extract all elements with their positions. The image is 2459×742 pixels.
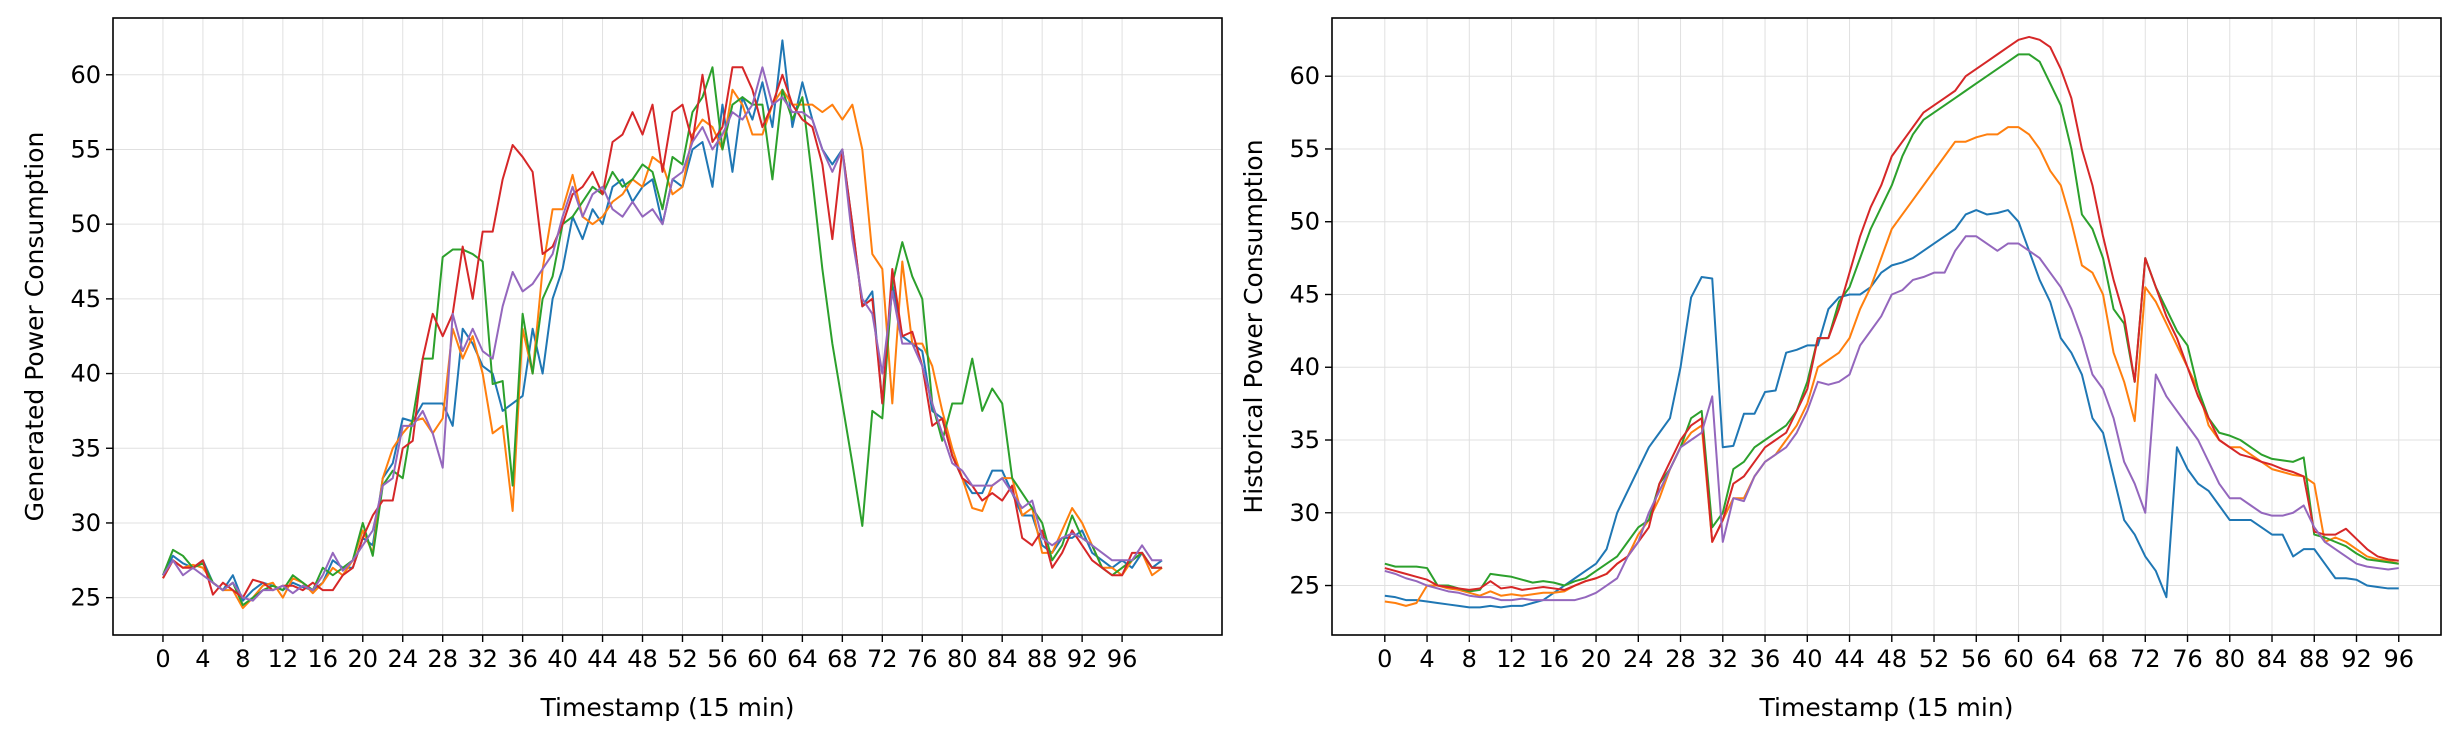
left-y-axis-label: Generated Power Consumption: [20, 132, 49, 522]
left-x-tick-label: 60: [747, 645, 778, 673]
right-x-tick-label: 24: [1623, 645, 1654, 673]
right-x-tick-label: 88: [2299, 645, 2330, 673]
left-x-tick-label: 76: [907, 645, 938, 673]
left-y-tick-label: 40: [70, 360, 101, 388]
right-y-tick-label: 55: [1289, 135, 1320, 163]
right-x-tick-label: 20: [1581, 645, 1612, 673]
right-y-tick-label: 50: [1289, 208, 1320, 236]
left-x-tick-label: 44: [587, 645, 618, 673]
left-x-tick-label: 12: [268, 645, 299, 673]
left-x-tick-label: 64: [787, 645, 818, 673]
right-x-tick-label: 80: [2214, 645, 2245, 673]
left-x-axis-label: Timestamp (15 min): [540, 693, 795, 722]
left-x-tick-label: 84: [987, 645, 1018, 673]
right-x-tick-label: 8: [1462, 645, 1477, 673]
left-x-tick-label: 56: [707, 645, 738, 673]
left-y-tick-label: 25: [70, 584, 101, 612]
right-y-tick-label: 40: [1289, 353, 1320, 381]
left-y-tick-label: 30: [70, 509, 101, 537]
right-x-tick-label: 76: [2172, 645, 2203, 673]
left-axes-frame: [112, 17, 1223, 636]
left-x-tick-label: 4: [195, 645, 210, 673]
left-x-tick-label: 40: [547, 645, 578, 673]
left-x-tick-label: 80: [947, 645, 978, 673]
left-y-tick-label: 60: [70, 61, 101, 89]
right-y-tick-label: 25: [1289, 572, 1320, 600]
left-x-tick-label: 28: [427, 645, 458, 673]
right-axes-frame: [1331, 17, 2442, 636]
left-x-tick-label: 24: [387, 645, 418, 673]
left-y-tick-label: 45: [70, 285, 101, 313]
left-x-tick-label: 36: [507, 645, 538, 673]
right-y-axis-label: Historical Power Consumption: [1239, 139, 1268, 513]
left-series-line-5: [162, 66, 1163, 602]
right-x-tick-label: 0: [1377, 645, 1392, 673]
right-x-tick-label: 92: [2341, 645, 2372, 673]
right-y-tick-label: 60: [1289, 62, 1320, 90]
right-x-tick-label: 36: [1750, 645, 1781, 673]
left-x-tick-label: 88: [1027, 645, 1058, 673]
right-x-tick-label: 28: [1665, 645, 1696, 673]
left-y-tick-label: 50: [70, 210, 101, 238]
left-plot-panel: 0 4 8 12 16 20 24 28 32 36 40 44 48 52 56 60 64 68 72 76 80 8…: [20, 17, 1223, 722]
right-plot-panel: 0 4 8 12 16 20 24 28 32 36 40 44 48 52 56 60 64 68 72 76 80 8…: [1239, 17, 2442, 722]
right-x-tick-label: 72: [2130, 645, 2161, 673]
right-x-tick-label: 4: [1419, 645, 1434, 673]
right-x-tick-label: 12: [1496, 645, 1527, 673]
right-x-tick-label: 56: [1961, 645, 1992, 673]
left-x-tick-label: 52: [667, 645, 698, 673]
left-series-line-1: [162, 39, 1163, 602]
right-x-axis-label: Timestamp (15 min): [1759, 693, 2014, 722]
right-x-tick-label: 84: [2257, 645, 2288, 673]
right-x-tick-label: 96: [2383, 645, 2414, 673]
left-series-line-3: [162, 66, 1163, 607]
left-x-tick-label: 72: [867, 645, 898, 673]
right-x-tick-label: 44: [1834, 645, 1865, 673]
right-y-tick-label: 45: [1289, 280, 1320, 308]
left-x-tick-label: 92: [1067, 645, 1098, 673]
right-x-tick-label: 32: [1708, 645, 1739, 673]
right-y-tick-label: 35: [1289, 426, 1320, 454]
right-x-tick-label: 60: [2003, 645, 2034, 673]
right-x-tick-label: 68: [2088, 645, 2119, 673]
left-x-tick-label: 0: [155, 645, 170, 673]
left-y-tick-label: 35: [70, 434, 101, 462]
left-x-tick-label: 8: [235, 645, 250, 673]
right-series-line-4: [1384, 35, 2399, 591]
left-series-line-4: [162, 66, 1163, 599]
right-y-tick-label: 30: [1289, 499, 1320, 527]
right-x-tick-label: 16: [1539, 645, 1570, 673]
left-x-tick-label: 16: [308, 645, 339, 673]
right-series-line-3: [1384, 53, 2399, 593]
right-x-tick-label: 52: [1919, 645, 1950, 673]
right-series-line-5: [1384, 235, 2399, 602]
left-x-tick-label: 68: [827, 645, 858, 673]
right-x-tick-label: 48: [1877, 645, 1908, 673]
left-x-tick-label: 96: [1107, 645, 1138, 673]
left-x-tick-label: 20: [348, 645, 379, 673]
right-x-tick-label: 64: [2045, 645, 2076, 673]
left-x-tick-label: 48: [627, 645, 658, 673]
left-y-tick-label: 55: [70, 135, 101, 163]
right-x-tick-label: 40: [1792, 645, 1823, 673]
left-x-tick-label: 32: [467, 645, 498, 673]
